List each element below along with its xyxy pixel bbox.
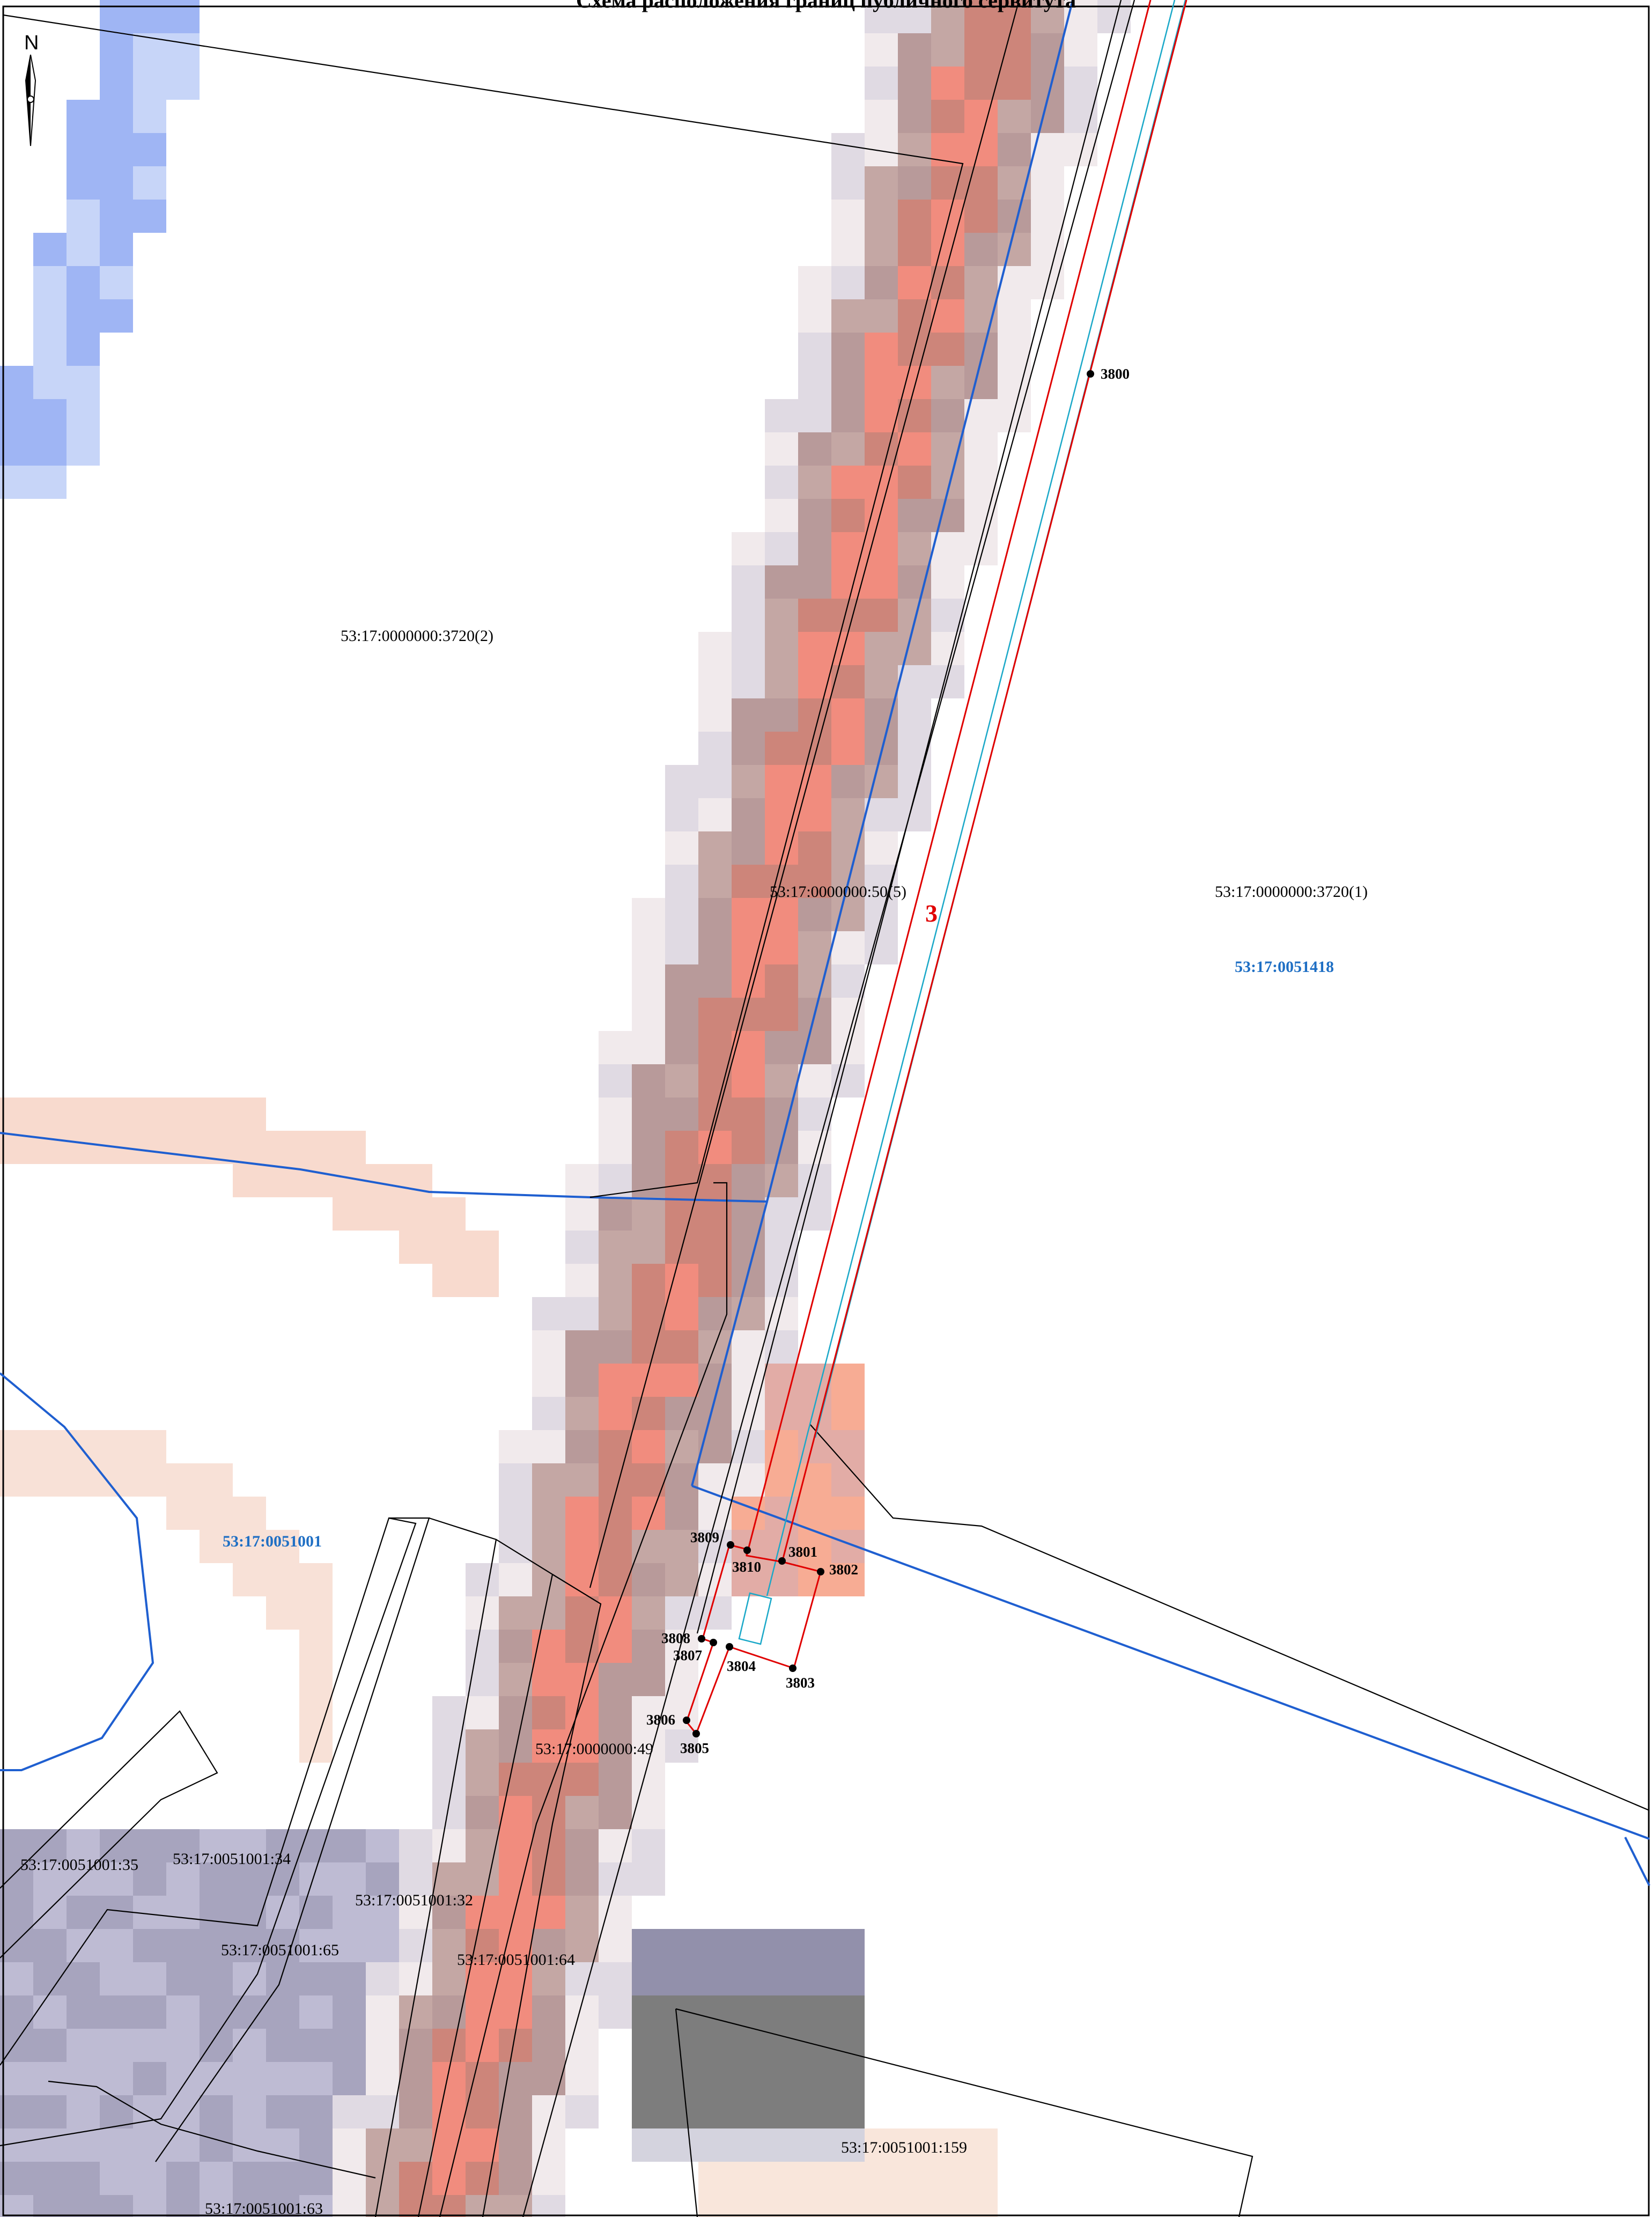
parcel-boundary-line [0,1517,417,2147]
parcel-boundary-line [809,1424,1650,1811]
parcel-boundary-line [522,0,1135,2217]
quarter-boundaries [0,0,1650,1886]
point-3806-marker [683,1717,690,1724]
quarter-boundary-line [0,1372,154,1771]
point-label: 3809 [690,1529,719,1545]
quarter-boundary-line [1624,1837,1650,1886]
point-3801-marker [778,1557,786,1565]
parcel-label: 53:17:0051001:159 [841,2139,967,2156]
parcel-label: 53:17:0000000:49 [535,1740,653,1758]
point-label: 3807 [673,1647,702,1663]
parcel-boundary-line [589,0,1020,1588]
quarter-boundary-line [691,1201,768,1486]
quarter-boundary-line [691,1485,1650,1840]
point-label: 3801 [788,1544,817,1560]
map-frame [2,5,1650,2216]
parcel-boundary-line [374,1539,497,2217]
parcel-boundary-line [48,2080,376,2179]
quarter-label: 53:17:0051001 [223,1533,322,1550]
servitude-zone-number: 3 [925,900,938,927]
parcel-label: 53:17:0000000:3720(2) [341,627,493,645]
servitude-line [746,0,1152,1556]
point-3803-marker [789,1664,796,1672]
structure-line [766,1434,808,1596]
point-label: 3808 [661,1630,690,1646]
parcel-label: 53:17:0000000:50(5) [770,883,906,901]
quarter-boundary-line [0,0,1074,1203]
point-3810-marker [743,1546,751,1554]
point-3805-marker [692,1730,700,1737]
parcel-boundary-line [675,2008,1253,2217]
parcel-labels: 53:17:0000000:3720(2) 53:17:0000000:50(5… [20,627,1368,2217]
map-title: Схема расположения границ публичного сер… [576,0,1076,12]
point-label: 3803 [786,1675,815,1691]
point-label: 3805 [680,1740,709,1756]
point-3804-marker [726,1643,733,1651]
servitude-line [782,0,1188,1559]
quarter-labels: 53:17:0051418 53:17:0051001 [223,958,1334,1550]
parcel-boundary-line [675,2008,698,2217]
point-3809-marker [727,1541,734,1549]
structure-line [806,0,1176,1435]
raster-background-layer [0,0,1131,2217]
quarter-label: 53:17:0051418 [1235,958,1334,976]
point-3808-marker [698,1635,705,1643]
north-arrow-pivot-icon [27,95,34,103]
parcel-boundary-line [155,1517,430,2162]
parcel-label: 53:17:0051001:32 [355,1891,473,1909]
point-label: 3804 [727,1658,756,1674]
parcel-label: 53:17:0051001:65 [221,1941,339,1959]
point-3800-marker [1087,370,1094,378]
parcel-boundary-line [417,1517,554,2217]
point-label: 3806 [646,1712,675,1728]
parcel-boundary-line [482,1574,602,2217]
parcel-boundary-line [3,14,964,1198]
parcel-label: 53:17:0051001:34 [173,1850,291,1868]
parcel-label: 53:17:0051001:35 [20,1856,138,1874]
north-arrow: N [24,32,39,146]
north-arrow-label: N [24,32,39,54]
point-label: 3800 [1101,366,1130,382]
parcel-label: 53:17:0051001:63 [205,2200,323,2217]
parcel-label: 53:17:0000000:3720(1) [1215,883,1368,901]
point-label: 3802 [829,1562,858,1578]
parcel-boundary-line [439,1182,728,2217]
boundary-points [683,370,1094,1737]
parcel-label: 53:17:0051001:64 [457,1951,575,1969]
point-labels: 3800 3801 3802 3803 3804 3805 3806 3807 … [646,366,1130,1756]
parcel-boundary-line [0,1710,218,1958]
point-label: 3810 [732,1559,761,1575]
structure-rect [738,1592,772,1645]
point-3807-marker [710,1639,717,1646]
point-3802-marker [817,1568,824,1575]
